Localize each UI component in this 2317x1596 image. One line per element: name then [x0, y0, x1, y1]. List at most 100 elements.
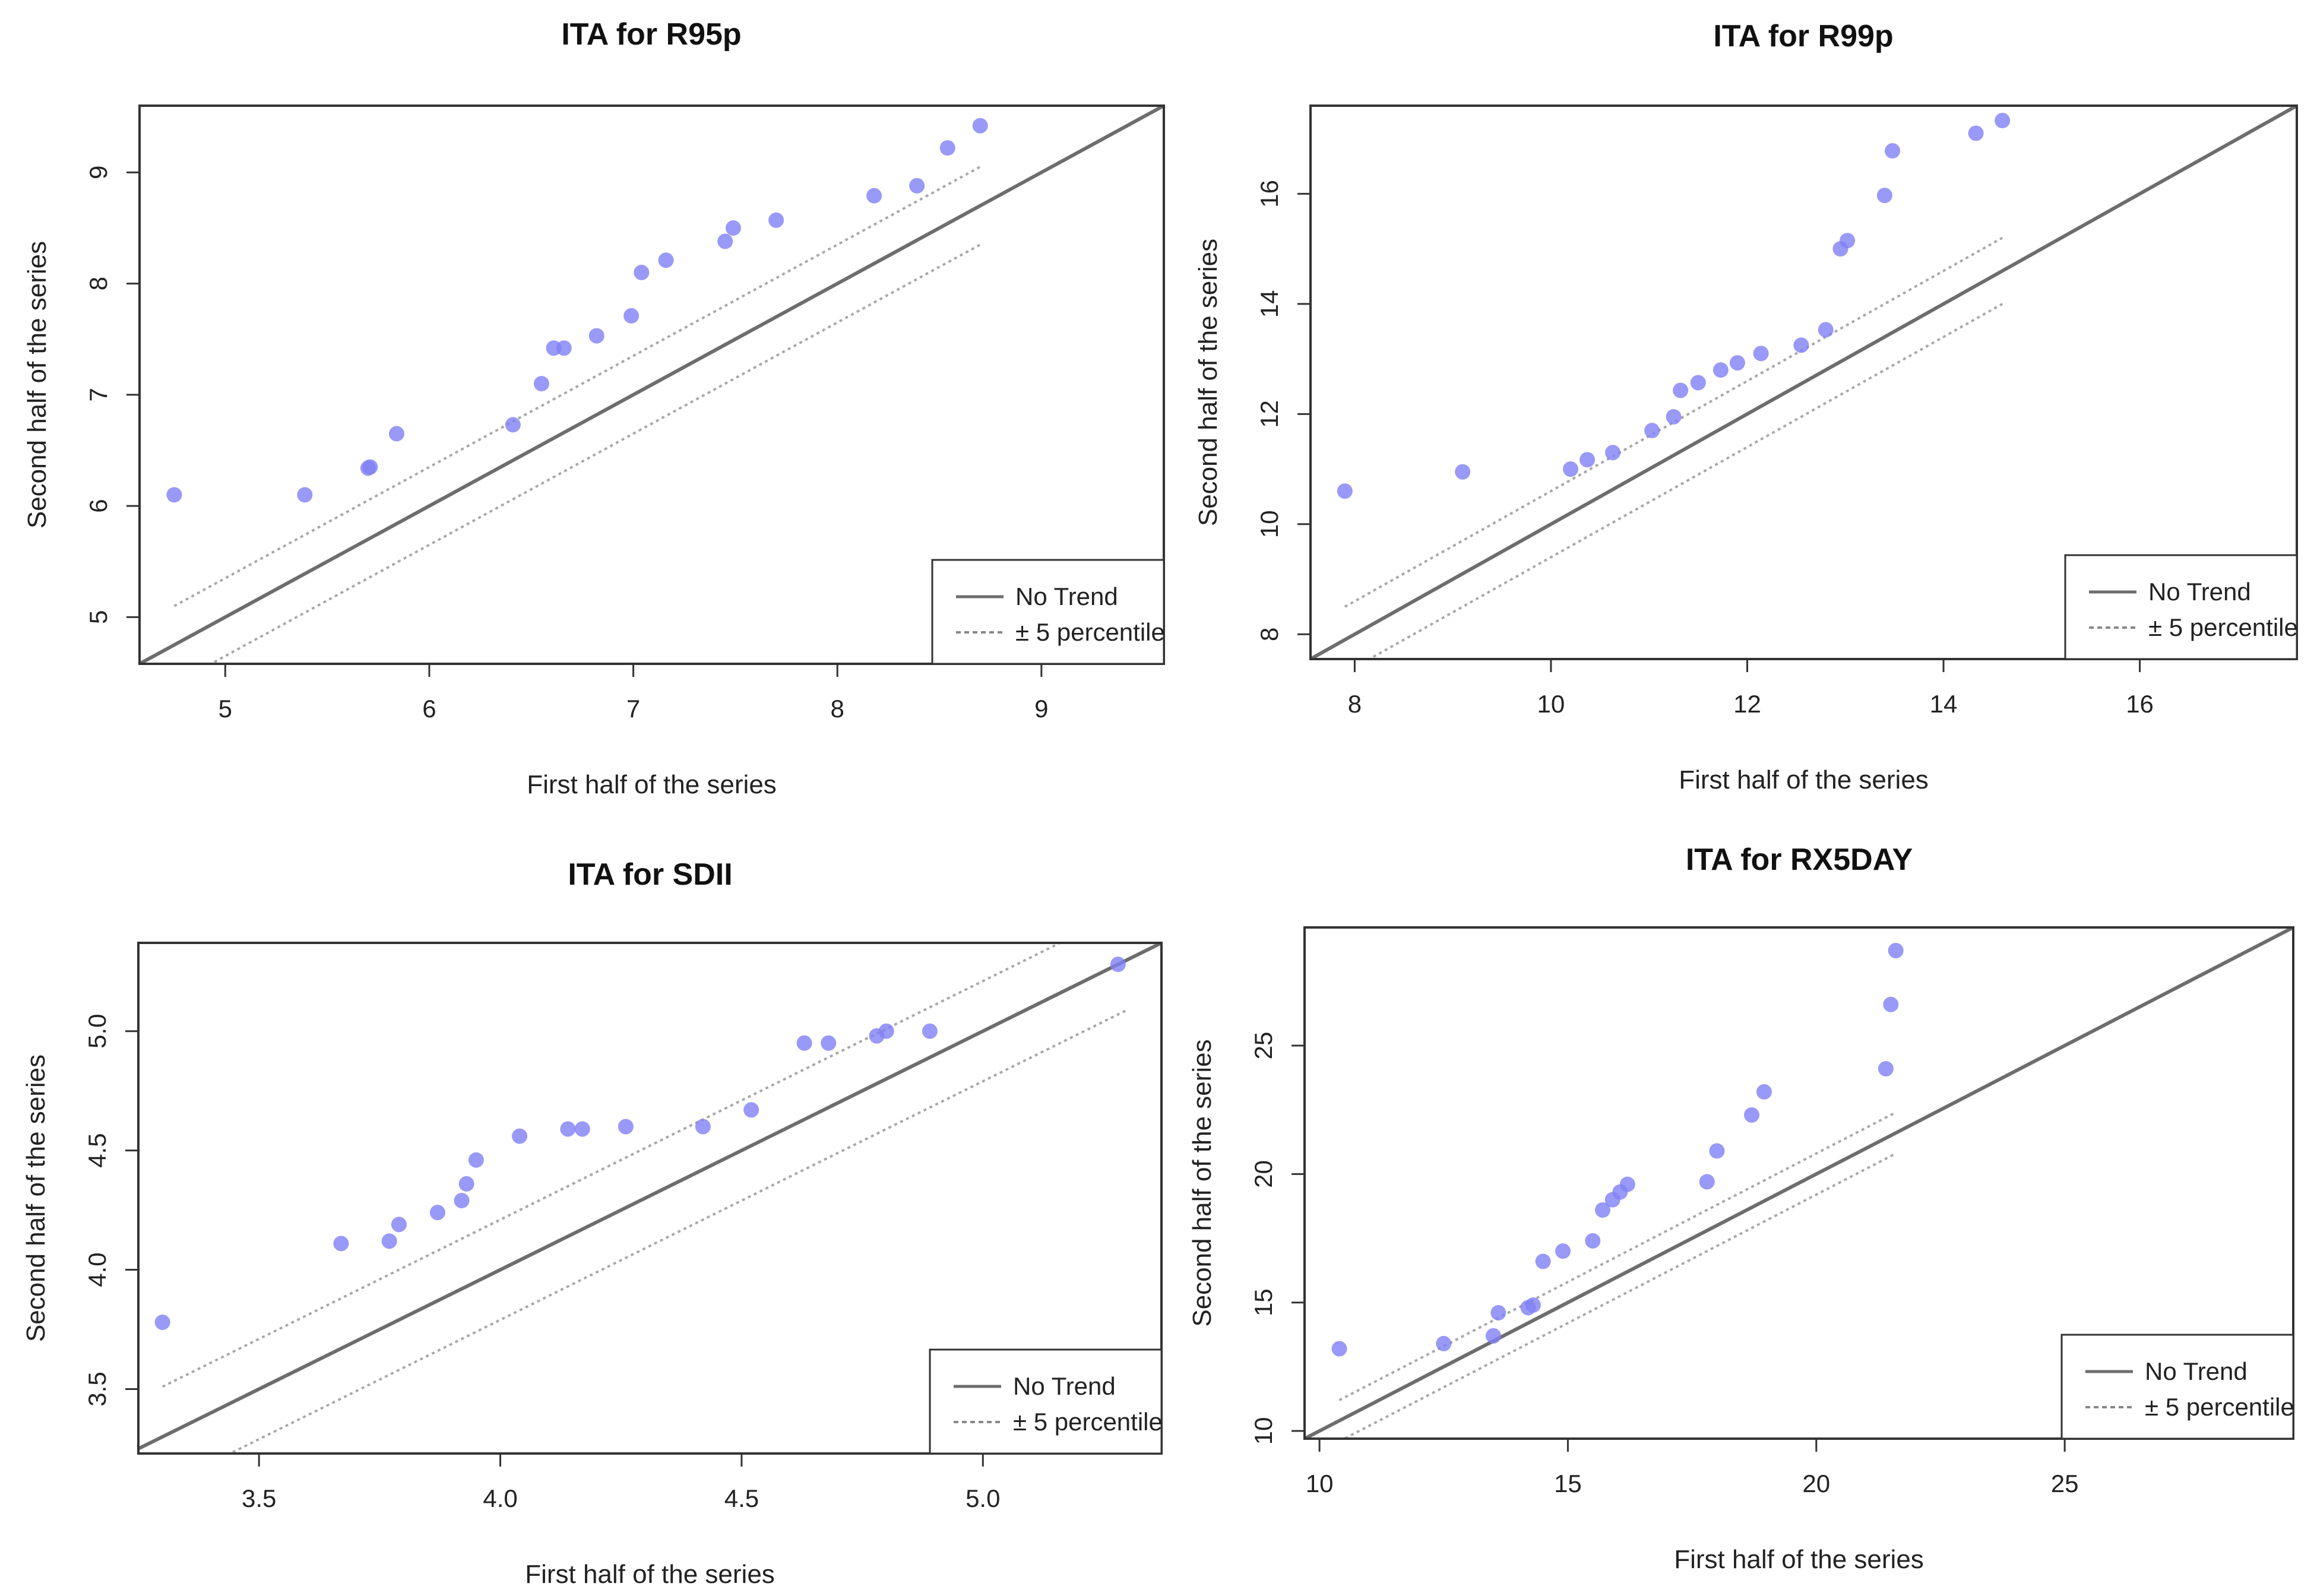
plot-frame — [1303, 926, 2294, 1440]
data-point — [454, 1193, 470, 1209]
no-trend-line — [138, 943, 1161, 1451]
plot-frame — [1309, 104, 2298, 660]
x-tick-label: 6 — [422, 695, 436, 723]
data-point — [1455, 464, 1471, 480]
legend-box — [2064, 554, 2298, 660]
data-point — [1525, 1297, 1541, 1313]
data-point — [1876, 188, 1892, 204]
data-point — [1605, 445, 1621, 461]
data-point — [512, 1128, 528, 1144]
x-tick-label: 4.0 — [483, 1484, 517, 1512]
lower-band-line — [227, 1008, 1128, 1454]
data-point — [1793, 337, 1809, 353]
legend-percentile-label: ± 5 percentile — [2148, 613, 2298, 641]
y-axis-label: Second half of the series — [21, 1054, 50, 1342]
data-point — [939, 140, 955, 156]
legend-percentile-label: ± 5 percentile — [2145, 1393, 2294, 1421]
data-point — [796, 1035, 812, 1051]
x-tick-label: 16 — [2126, 690, 2154, 718]
data-point — [1756, 1084, 1772, 1100]
data-point — [388, 426, 404, 442]
y-tick-label: 12 — [1255, 400, 1283, 428]
data-point — [1585, 1233, 1601, 1249]
data-point — [1110, 957, 1126, 973]
data-point — [922, 1023, 938, 1039]
data-point — [588, 328, 604, 344]
y-tick-label: 4.5 — [83, 1133, 111, 1167]
plot-frame — [137, 942, 1163, 1455]
data-point — [1885, 143, 1901, 159]
data-point — [362, 459, 378, 475]
no-trend-line — [1311, 106, 2297, 659]
data-point — [556, 340, 572, 356]
data-point — [1744, 1107, 1760, 1123]
data-point — [1709, 1143, 1725, 1159]
data-point — [1337, 483, 1353, 499]
y-tick-label: 20 — [1249, 1160, 1277, 1188]
x-tick-label: 7 — [626, 695, 640, 723]
no-trend-line — [1305, 927, 2293, 1439]
data-point — [391, 1217, 407, 1233]
data-point — [634, 264, 650, 280]
chart-title: ITA for R99p — [1713, 19, 1893, 53]
data-point — [1619, 1176, 1635, 1192]
y-tick-label: 9 — [84, 166, 112, 179]
data-point — [381, 1233, 397, 1249]
data-point — [1690, 375, 1706, 391]
x-tick-label: 10 — [1306, 1470, 1334, 1497]
y-tick-label: 15 — [1249, 1288, 1277, 1316]
legend-percentile-label: ± 5 percentile — [1013, 1408, 1163, 1436]
data-point — [866, 188, 882, 204]
data-point — [909, 178, 925, 194]
data-point — [1485, 1328, 1501, 1344]
data-point — [1840, 233, 1856, 249]
data-point — [1883, 996, 1899, 1012]
legend-no-trend-label: No Trend — [2148, 578, 2251, 606]
y-tick-label: 10 — [1249, 1417, 1277, 1445]
data-point — [1888, 942, 1904, 958]
upper-band-line — [162, 943, 1063, 1388]
chart-panel-4: ITA for RX5DAY First half of the series Se… — [1188, 843, 2294, 1574]
x-tick-label: 14 — [1930, 690, 1958, 718]
y-axis-label: Second half of the series — [23, 241, 52, 528]
y-tick-label: 5 — [84, 610, 112, 624]
data-point — [166, 487, 182, 503]
data-point — [695, 1119, 711, 1135]
data-point — [429, 1205, 445, 1221]
data-point — [1562, 461, 1578, 477]
chart-title: ITA for R95p — [561, 17, 741, 52]
data-point — [1699, 1174, 1715, 1190]
x-tick-label: 8 — [1348, 690, 1362, 718]
data-point — [618, 1119, 634, 1135]
y-axis-label: Second half of the series — [1188, 1039, 1217, 1326]
data-point — [1673, 382, 1689, 398]
data-point — [1995, 113, 2011, 129]
legend-box — [2060, 1334, 2294, 1440]
data-point — [458, 1176, 474, 1192]
data-point — [743, 1102, 759, 1118]
x-tick-label: 15 — [1554, 1470, 1582, 1497]
y-axis-label: Second half of the series — [1194, 239, 1223, 526]
no-trend-line — [140, 106, 1164, 664]
legend-no-trend-label: No Trend — [1013, 1372, 1116, 1400]
x-axis-label: First half of the series — [525, 1560, 775, 1589]
x-tick-label: 25 — [2051, 1470, 2079, 1497]
y-tick-label: 3.5 — [83, 1372, 111, 1406]
upper-band-line — [1344, 236, 2003, 608]
chart-panel-2: ITA for R99p First half of the series Seco… — [1194, 19, 2298, 794]
x-tick-label: 4.5 — [724, 1484, 759, 1512]
data-point — [878, 1023, 894, 1039]
data-point — [768, 212, 784, 228]
y-tick-label: 6 — [84, 499, 112, 512]
y-tick-label: 25 — [1249, 1032, 1277, 1060]
data-point — [1968, 125, 1984, 141]
x-tick-label: 8 — [831, 695, 844, 723]
chart-title: ITA for SDII — [568, 857, 732, 892]
y-tick-label: 14 — [1255, 290, 1283, 318]
x-axis-label: First half of the series — [527, 770, 777, 799]
data-point — [533, 376, 549, 392]
x-tick-label: 9 — [1034, 695, 1048, 723]
y-tick-label: 16 — [1255, 180, 1283, 208]
legend: No Trend ± 5 percentile — [929, 1348, 1163, 1455]
